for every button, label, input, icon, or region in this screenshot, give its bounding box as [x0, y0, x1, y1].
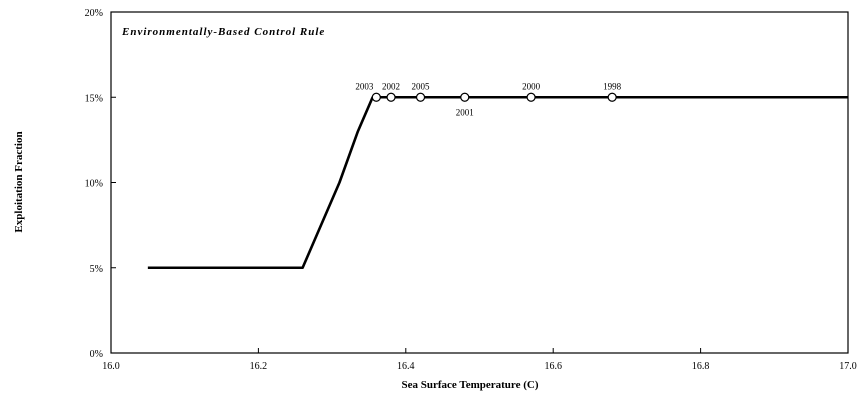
year-label: 2002	[382, 81, 400, 91]
plot-area-frame	[110, 11, 849, 354]
series-layer: 2003 2002 2005 2001 2000 1998	[147, 81, 848, 270]
x-axis-title: Sea Surface Temperature (C)	[402, 379, 539, 391]
year-marker	[415, 92, 426, 102]
x-tick-label: 17.0	[839, 361, 857, 372]
year-marker	[386, 92, 396, 102]
x-tick-label: 16.0	[102, 361, 120, 372]
x-tick-label: 16.2	[250, 361, 268, 372]
x-axis-ticks: 16.0 16.2 16.4 16.6 16.8 17.0	[102, 348, 857, 372]
year-label: 2003	[355, 81, 374, 91]
x-tick-label: 16.8	[692, 361, 710, 372]
year-label: 2001	[456, 107, 474, 117]
year-marker	[526, 92, 536, 102]
year-marker	[607, 92, 617, 102]
y-tick-label: 20%	[85, 8, 103, 19]
year-label: 1998	[603, 81, 622, 91]
y-tick-label: 5%	[90, 264, 103, 275]
y-tick-label: 15%	[85, 93, 103, 104]
year-label: 2005	[412, 81, 431, 91]
chart-title: Environmentally-Based Control Rule	[121, 26, 325, 38]
y-axis-title: Exploitation Fraction	[13, 131, 25, 232]
year-label: 2000	[522, 81, 541, 91]
x-tick-label: 16.6	[544, 361, 562, 372]
y-axis-ticks: 0% 5% 10% 15% 20%	[85, 8, 116, 360]
year-marker	[371, 92, 381, 102]
y-tick-label: 10%	[85, 179, 103, 190]
year-marker	[460, 92, 470, 102]
x-tick-label: 16.4	[397, 361, 415, 372]
y-tick-label: 0%	[90, 349, 103, 360]
